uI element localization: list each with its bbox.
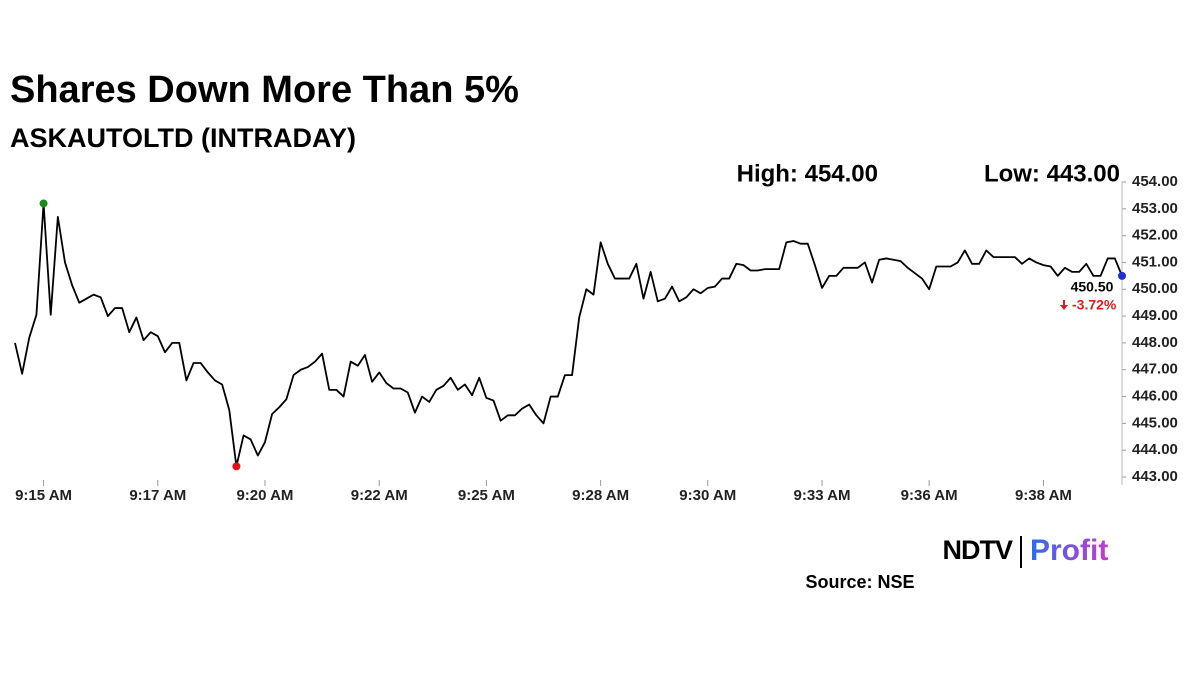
logo-profit: Profit: [1030, 534, 1108, 567]
change-label: -3.72%: [1072, 297, 1117, 313]
y-tick-label: 444.00: [1132, 441, 1178, 458]
x-tick-label: 9:30 AM: [679, 487, 736, 504]
x-tick-label: 9:33 AM: [794, 487, 851, 504]
x-tick-label: 9:22 AM: [351, 487, 408, 504]
x-tick-label: 9:20 AM: [236, 487, 293, 504]
y-tick-label: 451.00: [1132, 253, 1178, 270]
x-tick-label: 9:17 AM: [129, 487, 186, 504]
x-tick-label: 9:25 AM: [458, 487, 515, 504]
x-tick-label: 9:28 AM: [572, 487, 629, 504]
price-line: [14, 202, 1123, 468]
y-tick-label: 454.00: [1132, 173, 1178, 190]
chart-subtitle: ASKAUTOLTD (INTRADAY): [10, 123, 356, 153]
y-tick-label: 446.00: [1132, 388, 1178, 405]
x-tick-label: 9:36 AM: [901, 487, 958, 504]
down-arrow: [1060, 300, 1068, 310]
low-marker: [232, 462, 241, 471]
y-tick-label: 448.00: [1132, 334, 1178, 351]
x-tick-label: 9:38 AM: [1015, 487, 1072, 504]
y-tick-label: 445.00: [1132, 414, 1178, 431]
last-marker: [1118, 271, 1126, 280]
source: Source: NSE: [805, 572, 914, 592]
y-tick-label: 449.00: [1132, 307, 1178, 324]
last-price-label: 450.50: [1071, 279, 1114, 295]
y-tick-label: 443.00: [1132, 468, 1178, 485]
high-label: High: 454.00: [737, 160, 878, 187]
chart-title: Shares Down More Than 5%: [10, 69, 519, 111]
high-marker: [39, 199, 48, 208]
y-tick-label: 450.00: [1132, 280, 1178, 297]
y-tick-label: 452.00: [1132, 227, 1178, 244]
low-label: Low: 443.00: [984, 160, 1120, 187]
y-tick-label: 447.00: [1132, 361, 1178, 378]
logo-ndtv: NDTV: [943, 535, 1013, 565]
y-tick-label: 453.00: [1132, 200, 1178, 217]
x-tick-label: 9:15 AM: [15, 487, 72, 504]
